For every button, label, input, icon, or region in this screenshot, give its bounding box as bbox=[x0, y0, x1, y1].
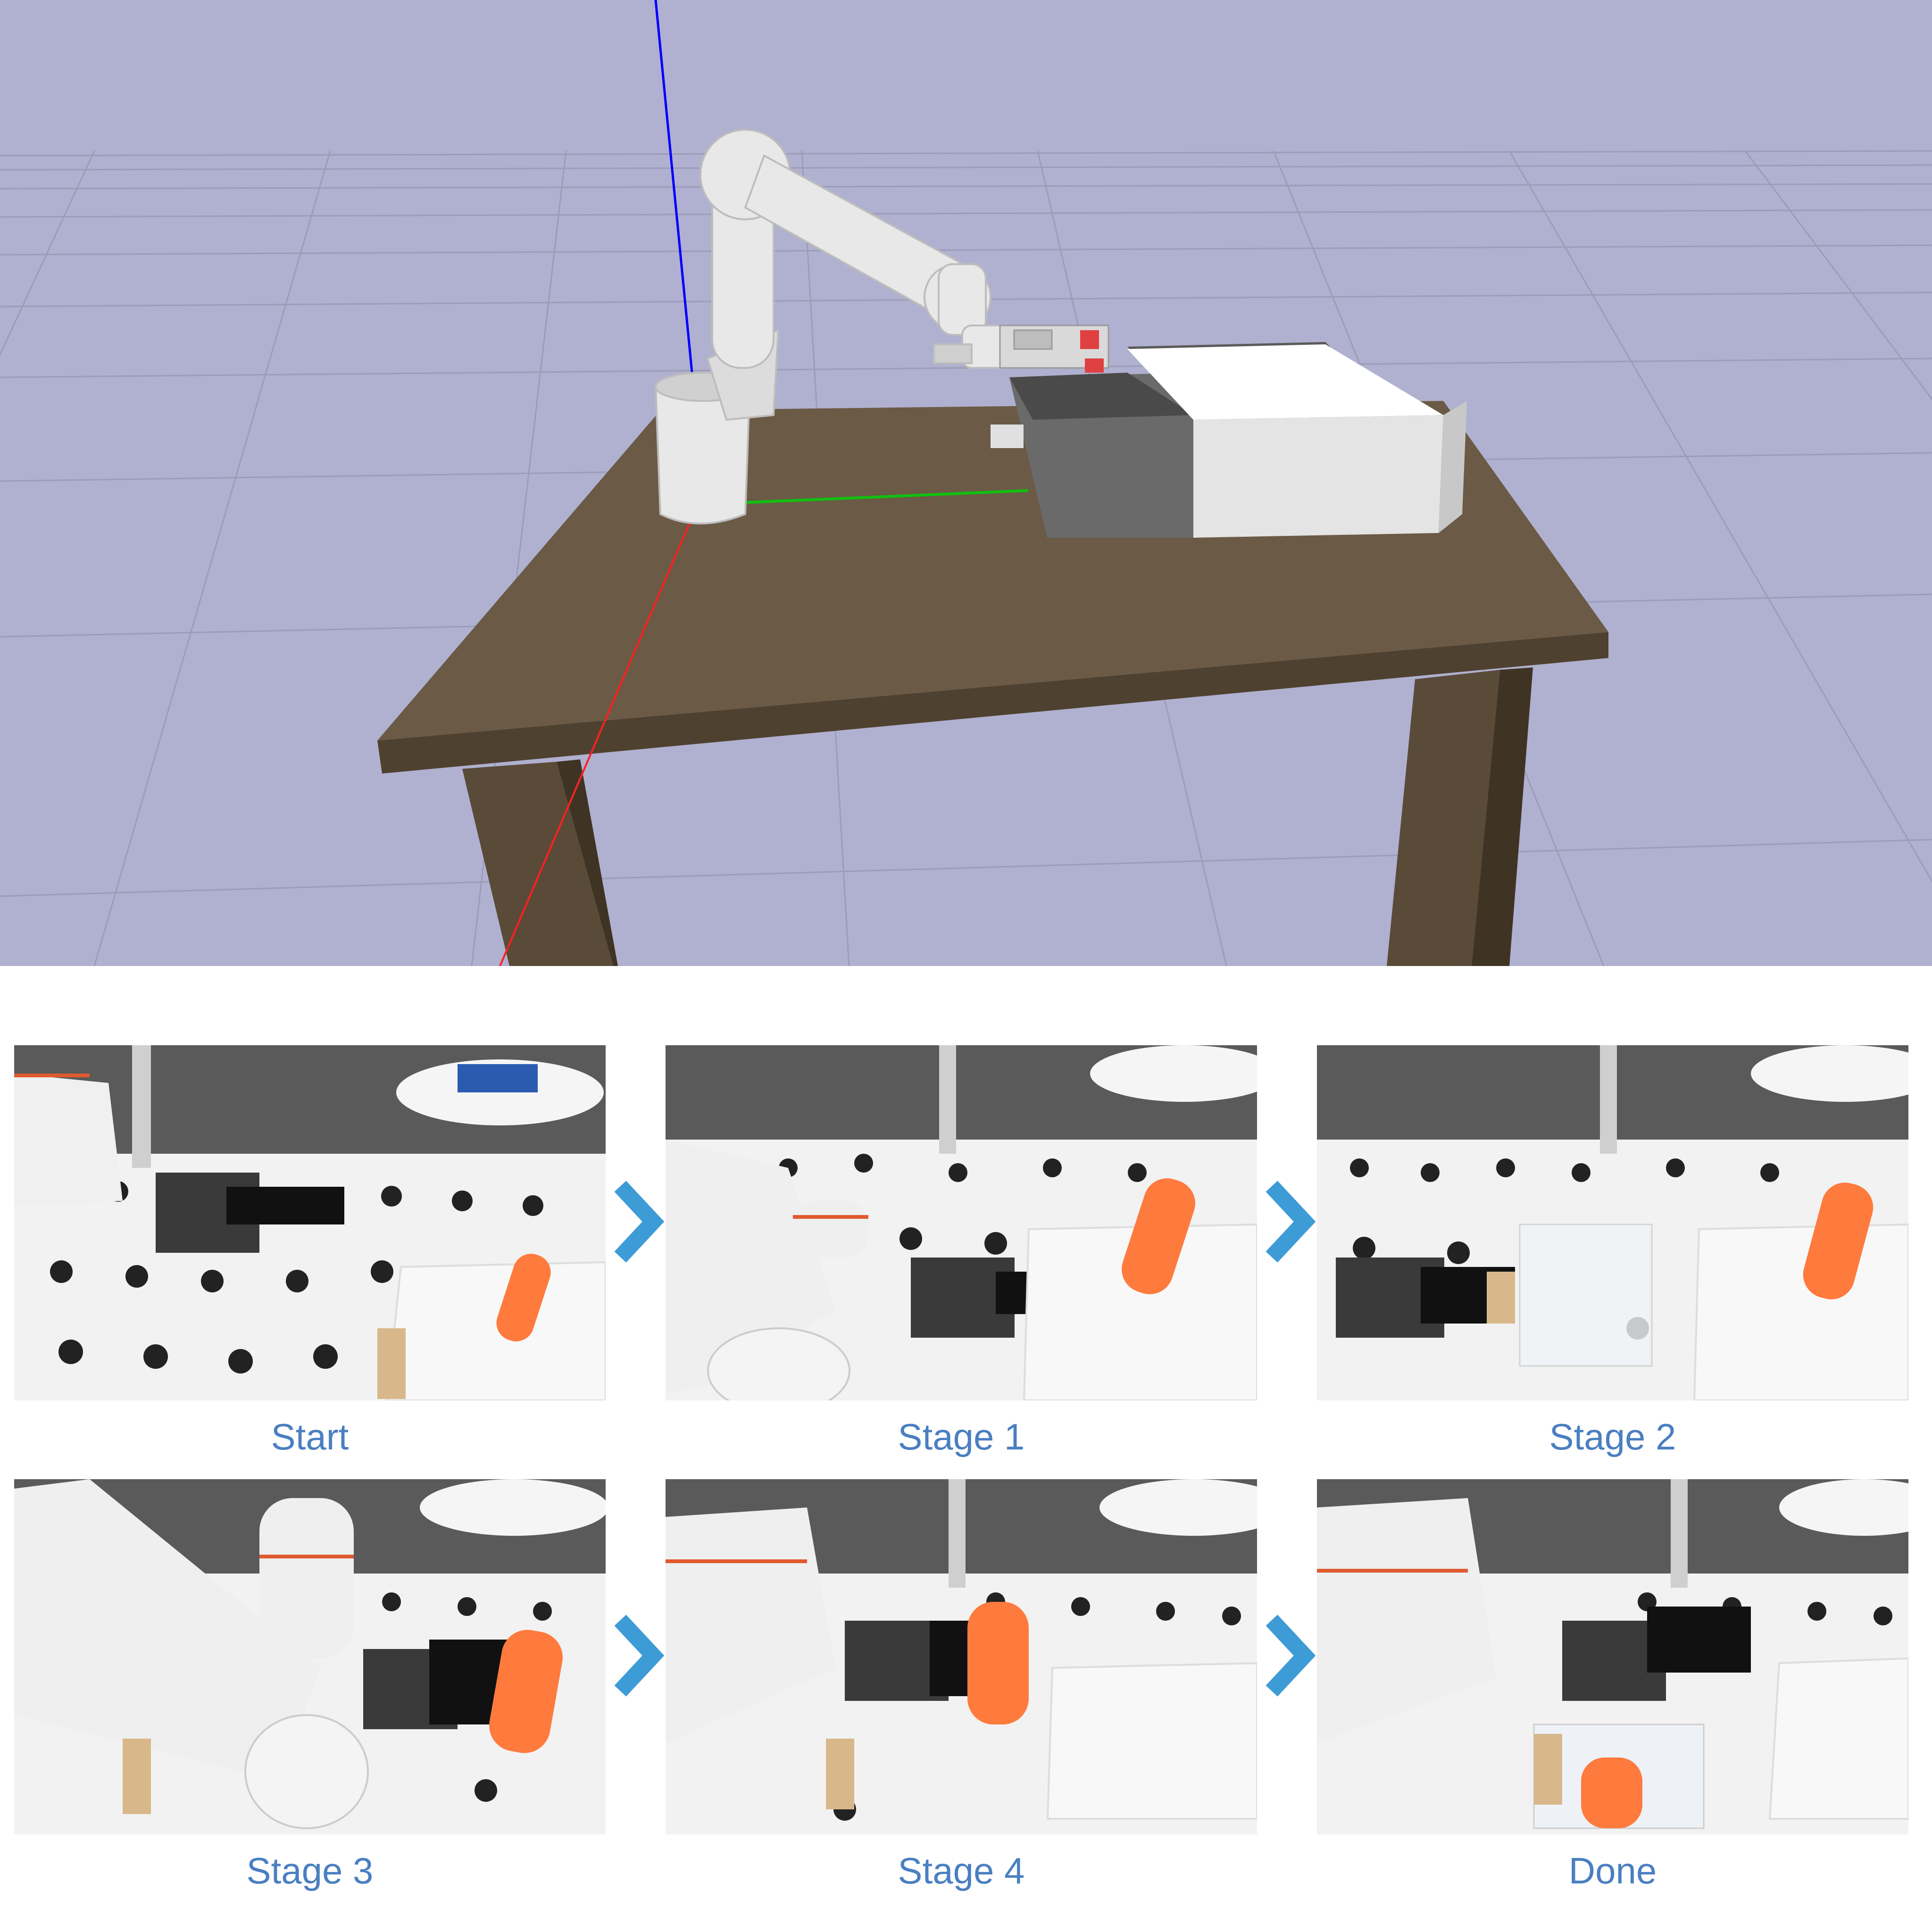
chevron-right-icon bbox=[1260, 1174, 1316, 1269]
chevron-right-icon bbox=[608, 1608, 665, 1703]
chevron-right-icon bbox=[608, 1174, 665, 1269]
caption-stage-4: Stage 4 bbox=[898, 1850, 1025, 1891]
panel-stage-4 bbox=[666, 1479, 1257, 1834]
caption-stage-2: Stage 2 bbox=[1549, 1416, 1676, 1457]
panel-start bbox=[14, 1045, 606, 1400]
caption-done: Done bbox=[1568, 1850, 1657, 1891]
simulation-scene bbox=[0, 0, 1932, 966]
panel-stage-3 bbox=[14, 1479, 606, 1834]
panel-done bbox=[1317, 1479, 1908, 1834]
z-axis bbox=[654, 0, 695, 387]
panel-stage-1 bbox=[666, 1045, 1257, 1400]
ground-grid bbox=[0, 150, 1932, 966]
caption-stage-3: Stage 3 bbox=[246, 1850, 374, 1891]
x-axis bbox=[499, 514, 694, 966]
robot-arm bbox=[654, 129, 1020, 525]
panel-stage-2 bbox=[1317, 1045, 1908, 1400]
y-axis bbox=[693, 489, 1029, 506]
chevron-right-icon bbox=[1260, 1608, 1316, 1703]
sim-gripper bbox=[999, 325, 1109, 373]
caption-stage-1: Stage 1 bbox=[898, 1416, 1025, 1457]
caption-start: Start bbox=[271, 1416, 349, 1457]
drawer-box bbox=[991, 342, 1467, 538]
